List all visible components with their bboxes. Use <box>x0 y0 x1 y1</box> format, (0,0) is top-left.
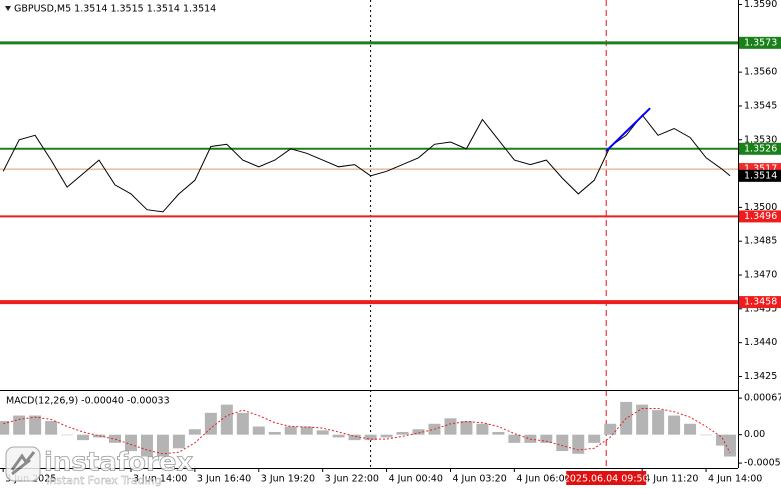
macd-bar <box>380 434 393 438</box>
macd-bar <box>348 434 361 441</box>
macd-bar <box>540 434 553 443</box>
macd-signal <box>3 408 731 455</box>
x-tick-label: 4 Jun 00:40 <box>389 474 443 485</box>
macd-bar <box>668 415 681 435</box>
macd-bar <box>716 434 729 446</box>
macd-bar <box>188 429 201 435</box>
watermark: instaforex Instant Forex Trading <box>5 446 194 487</box>
price-level-label-box <box>739 169 781 182</box>
y-tick-label: 1.3485 <box>744 236 777 247</box>
macd-bar <box>204 412 217 435</box>
macd-bar <box>652 410 665 435</box>
x-tick-label: 4 Jun 06:00 <box>516 474 570 485</box>
macd-bar <box>0 421 10 435</box>
x-tick-label: 4 Jun 11:20 <box>644 474 698 485</box>
macd-bar <box>556 434 569 452</box>
watermark-tagline: Instant Forex Trading <box>46 474 162 487</box>
macd-bar <box>45 421 58 435</box>
x-tick-label: 3 Jun 16:40 <box>197 474 251 485</box>
macd-bar <box>220 404 233 435</box>
macd-bar <box>156 434 169 457</box>
macd-bar <box>252 426 265 435</box>
plot-area <box>0 0 738 468</box>
macd-bar <box>460 421 473 435</box>
price-level-label-box <box>739 142 781 155</box>
trend-line <box>605 107 651 152</box>
y-tick-label: 1.3560 <box>744 67 777 78</box>
macd-bar <box>109 434 122 443</box>
y-tick-label: 0.00 <box>744 429 765 440</box>
y-tick-label: 0.00067 <box>744 393 781 404</box>
macd-bar <box>268 431 281 435</box>
price-level-label: 1.3573 <box>744 37 777 48</box>
price-level-label-box <box>739 210 781 223</box>
macd-bar <box>93 434 106 438</box>
watermark-name: instaforex <box>44 448 194 478</box>
macd-bar <box>172 434 185 449</box>
macd-bar <box>684 423 697 435</box>
cursor-time-box <box>566 471 647 485</box>
price-level-label: 1.3496 <box>744 211 777 222</box>
macd-bar <box>508 434 521 443</box>
macd-bar <box>636 404 649 435</box>
macd-bar <box>284 426 297 435</box>
macd-bar <box>236 412 249 435</box>
x-tick-label: 4 Jun 14:00 <box>708 474 762 485</box>
y-tick-label: 1.3470 <box>744 270 777 281</box>
macd-title: MACD(12,26,9) -0.00040 -0.00033 <box>6 396 170 407</box>
macd-bar <box>124 434 137 452</box>
y-tick-label: 1.3545 <box>744 100 777 111</box>
x-tick-label: 3 Jun 14:00 <box>133 474 187 485</box>
cursor-time-label: 2025.06.04 09:50 <box>564 474 649 485</box>
macd-bar <box>588 434 601 443</box>
y-tick-label: 1.3425 <box>744 371 777 382</box>
price-level-label: 1.3458 <box>744 297 777 308</box>
macd-bar <box>364 434 377 441</box>
macd-bar <box>332 434 345 438</box>
macd-bar <box>700 434 713 436</box>
macd-bar <box>724 434 737 457</box>
macd-bar <box>300 426 313 435</box>
macd-bar <box>476 423 489 435</box>
macd-bar <box>77 434 90 441</box>
macd-bar <box>572 434 585 454</box>
price-level-label: 1.3514 <box>744 170 777 181</box>
y-tick-label: 1.3530 <box>744 134 777 145</box>
macd-bar <box>604 423 617 435</box>
symbol-menu-icon <box>5 6 11 11</box>
logo-icon <box>10 451 36 476</box>
x-tick-label: 3 Jun 19:20 <box>261 474 315 485</box>
y-tick-label: 1.3440 <box>744 337 777 348</box>
price-level-label: 1.3526 <box>744 143 777 154</box>
price-level-label-box <box>739 36 781 49</box>
macd-bar <box>316 430 329 435</box>
x-tick-label: 3 Jun 22:00 <box>325 474 379 485</box>
price-level-label-box <box>739 296 781 309</box>
macd-bar <box>412 429 425 435</box>
price-level-label: 1.3517 <box>744 164 777 175</box>
macd-bar <box>396 431 409 435</box>
macd-bar <box>444 418 457 435</box>
macd-bar <box>29 415 42 435</box>
macd-bar <box>61 434 74 436</box>
macd-bar <box>492 431 505 435</box>
chart-title: GBPUSD,M5 1.3514 1.3515 1.3514 1.3514 <box>14 4 216 15</box>
y-tick-label: 1.3500 <box>744 202 777 213</box>
y-tick-label: 1.3590 <box>744 0 777 10</box>
y-tick-label: 1.3455 <box>744 303 777 314</box>
x-tick-label: 4 Jun 03:20 <box>452 474 506 485</box>
